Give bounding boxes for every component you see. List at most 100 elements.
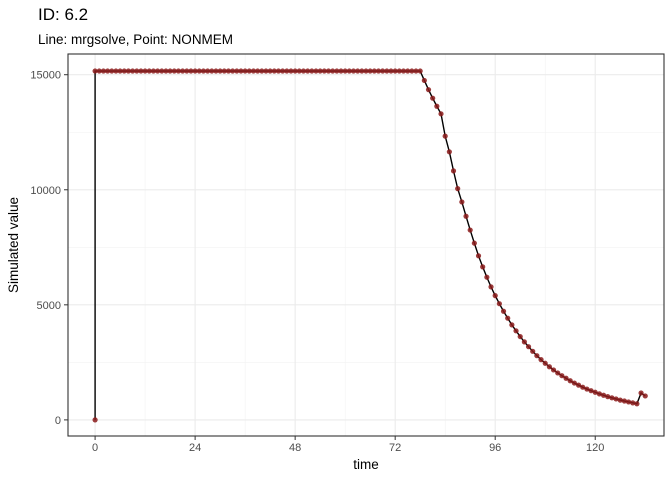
data-point [246,68,252,74]
data-point [121,68,127,74]
data-point [359,68,365,74]
data-point [300,68,307,74]
data-point [467,227,473,233]
data-point [267,68,273,74]
data-point [305,68,311,74]
data-point [446,149,452,155]
data-point [338,68,344,74]
data-point [380,68,386,74]
data-point [546,364,552,370]
data-point [167,68,173,74]
data-point [330,68,336,74]
data-point [484,274,490,280]
data-point [234,68,240,74]
data-point [209,68,215,74]
data-point [430,95,436,101]
data-point [250,68,257,74]
data-point [525,344,532,350]
data-point [559,373,565,379]
plot-panel-border [67,53,665,437]
data-point [109,68,115,74]
data-point [434,103,440,109]
data-point [475,253,482,259]
data-point [242,68,248,74]
data-point [421,77,427,84]
x-tick-label: 48 [289,442,301,454]
data-point [400,68,407,74]
chart-subtitle: Line: mrgsolve, Point: NONMEM [38,32,233,47]
data-point [92,417,98,423]
data-point [180,68,186,74]
data-point [492,293,498,299]
data-point [621,398,628,404]
y-tick-label: 0 [55,415,61,427]
x-axis-label: time [353,457,379,472]
data-point [346,68,352,74]
data-point [317,68,323,74]
data-point [609,395,615,401]
data-point [442,133,448,139]
x-tick-label: 24 [189,442,201,454]
data-point [205,68,211,74]
data-point [409,68,415,74]
data-point [480,264,486,270]
data-point [188,68,194,74]
data-point [225,68,232,74]
data-point [542,360,548,366]
data-point [625,399,632,405]
data-point [517,333,523,340]
data-point [555,370,561,376]
data-point [163,68,169,74]
data-point [96,68,102,74]
data-point [271,68,277,74]
data-point [392,68,398,74]
data-point [634,401,640,407]
data-point [288,68,294,74]
data-point [500,308,507,314]
data-point [138,68,144,74]
data-point [284,68,290,74]
data-point [325,68,332,74]
data-point [425,87,432,93]
data-point [530,348,536,354]
data-point [367,68,373,74]
y-tick-label: 5000 [37,300,61,312]
data-point [196,68,202,74]
data-point [192,68,198,74]
data-point [592,389,598,395]
data-point [171,68,177,74]
data-point [309,68,315,74]
data-point [334,68,340,74]
data-point [104,68,111,74]
data-point [200,68,207,74]
data-point [159,68,165,74]
data-point [638,390,644,396]
data-point [238,68,244,74]
data-point [296,68,302,74]
data-point [221,68,227,74]
data-point [92,68,98,74]
data-point [350,68,357,74]
data-point [355,68,361,74]
data-point [438,111,444,117]
data-point [292,68,298,74]
data-point [342,68,348,74]
data-point [217,68,223,74]
data-point [521,339,527,345]
x-axis: 0 24 48 72 96 120 [92,436,604,454]
data-point [100,68,107,74]
data-point [505,315,511,321]
data-point [588,388,594,394]
data-point [596,391,603,397]
x-tick-label: 0 [92,442,98,454]
data-point [563,375,569,381]
y-tick-label: 10000 [30,185,61,197]
data-point [263,68,269,74]
data-point [405,68,411,74]
data-point [113,68,119,74]
data-point [280,68,286,74]
data-point [630,400,636,406]
chart-title: ID: 6.2 [38,5,88,24]
data-point [371,68,377,74]
